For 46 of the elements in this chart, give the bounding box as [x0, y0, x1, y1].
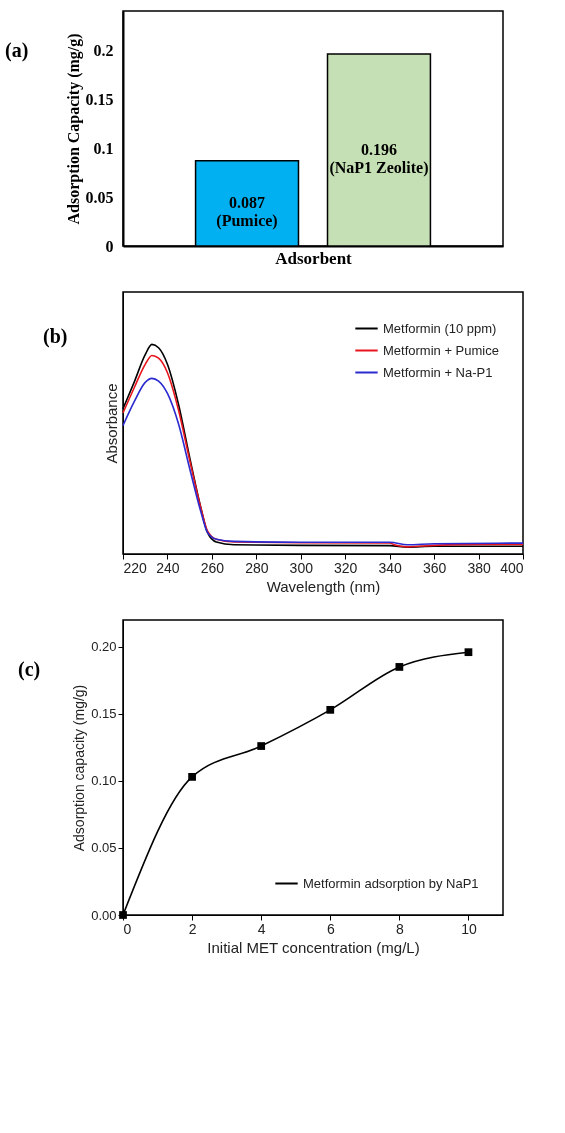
x-tick-label: 0: [123, 920, 132, 937]
x-tick-label: 220: [123, 559, 148, 576]
y-tick-label: 0.05: [85, 188, 114, 206]
x-tick-label: 2: [188, 920, 197, 937]
y-tick-label: 0.1: [93, 139, 114, 157]
y-tick-label: 0.15: [91, 706, 117, 722]
y-tick-label: 0.00: [91, 907, 117, 923]
x-tick-label: 380: [467, 559, 491, 576]
point: [395, 663, 404, 671]
legend-label: Metformin + Na-P1: [383, 364, 493, 380]
x-tick-label: 400: [500, 559, 524, 576]
x-tick-label: 240: [156, 559, 180, 576]
y-tick-label: 0: [105, 237, 114, 255]
x-tick-label: 4: [257, 920, 266, 937]
point: [326, 705, 335, 714]
x-tick-label: 360: [422, 559, 447, 576]
x-tick-label: 8: [395, 920, 404, 937]
x-tick-label: 6: [326, 920, 335, 937]
x-tick-label: 320: [334, 559, 358, 576]
legend-label: Metformin + Pumice: [383, 342, 499, 358]
x-axis-title: Wavelength (nm): [266, 577, 381, 595]
data-label: 0.087 (Pumice): [216, 194, 278, 231]
point: [257, 742, 266, 750]
y-tick-label: 0.2: [93, 41, 114, 59]
x-tick-label: 340: [378, 559, 403, 576]
point: [188, 773, 196, 781]
y-axis-title: Adsorption capacity (mg/g): [71, 684, 88, 852]
data-label: 0.196 (NaP1 Zeolite): [329, 141, 429, 178]
y-tick-label: 0.10: [91, 773, 117, 789]
text: (a): [5, 38, 29, 62]
y-axis-title: Absorbance: [102, 383, 120, 464]
y-axis-title: Adsorption Capacity (mg/g): [64, 33, 83, 225]
legend-label: Metformin (10 ppm): [383, 320, 497, 336]
point: [464, 648, 473, 657]
x-tick-label: 260: [200, 559, 225, 576]
text: (c): [18, 658, 41, 682]
x-tick-label: 280: [245, 559, 269, 576]
x-axis-title: Adsorbent: [275, 248, 353, 268]
y-tick-label: 0.20: [91, 639, 117, 655]
y-tick-label: 0.15: [85, 90, 114, 108]
legend-label: Metformin adsorption by NaP1: [303, 875, 479, 891]
text: (b): [43, 324, 68, 348]
x-axis-title: Initial MET concentration (mg/L): [207, 938, 420, 956]
x-tick-label: 300: [289, 559, 314, 576]
x-tick-label: 10: [461, 920, 477, 937]
y-tick-label: 0.05: [91, 840, 117, 856]
